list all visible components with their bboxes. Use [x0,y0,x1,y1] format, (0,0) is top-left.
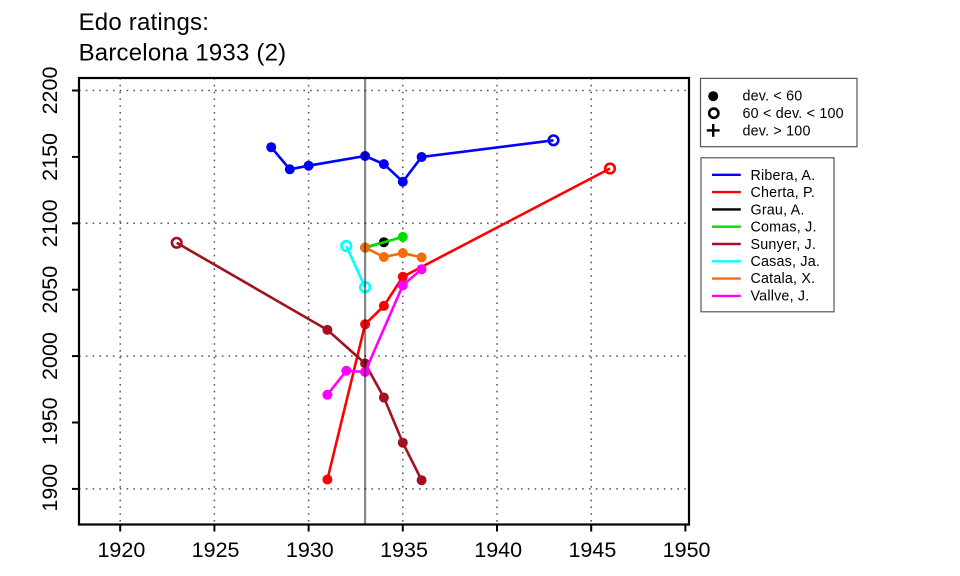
svg-text:1945: 1945 [568,538,616,562]
svg-text:Ribera, A.: Ribera, A. [751,168,816,184]
svg-text:2200: 2200 [38,67,62,115]
svg-text:1940: 1940 [474,538,522,562]
svg-text:Sunyer, J.: Sunyer, J. [751,237,817,253]
svg-text:Edo ratings:: Edo ratings: [79,9,209,36]
svg-text:1920: 1920 [97,538,145,562]
svg-text:Vallve, J.: Vallve, J. [751,288,810,304]
svg-text:2150: 2150 [38,133,62,181]
svg-text:1900: 1900 [38,464,62,512]
svg-text:1950: 1950 [38,397,62,445]
svg-text:Grau, A.: Grau, A. [751,202,805,218]
svg-text:1925: 1925 [192,538,240,562]
svg-text:1935: 1935 [380,538,428,562]
svg-text:2050: 2050 [38,266,62,314]
svg-text:Barcelona 1933 (2): Barcelona 1933 (2) [79,40,287,67]
svg-text:Cherta, P.: Cherta, P. [751,185,816,201]
svg-text:1950: 1950 [663,538,711,562]
svg-text:Comas, J.: Comas, J. [751,220,817,236]
svg-text:1930: 1930 [286,538,334,562]
svg-text:dev. > 100: dev. > 100 [743,124,811,140]
svg-text:dev. < 60: dev. < 60 [743,89,803,105]
svg-text:Catala, X.: Catala, X. [751,271,816,287]
svg-text:Casas, Ja.: Casas, Ja. [751,254,821,270]
svg-text:2100: 2100 [38,199,62,247]
svg-text:2000: 2000 [38,332,62,380]
svg-text:60 < dev. < 100: 60 < dev. < 100 [743,106,844,122]
